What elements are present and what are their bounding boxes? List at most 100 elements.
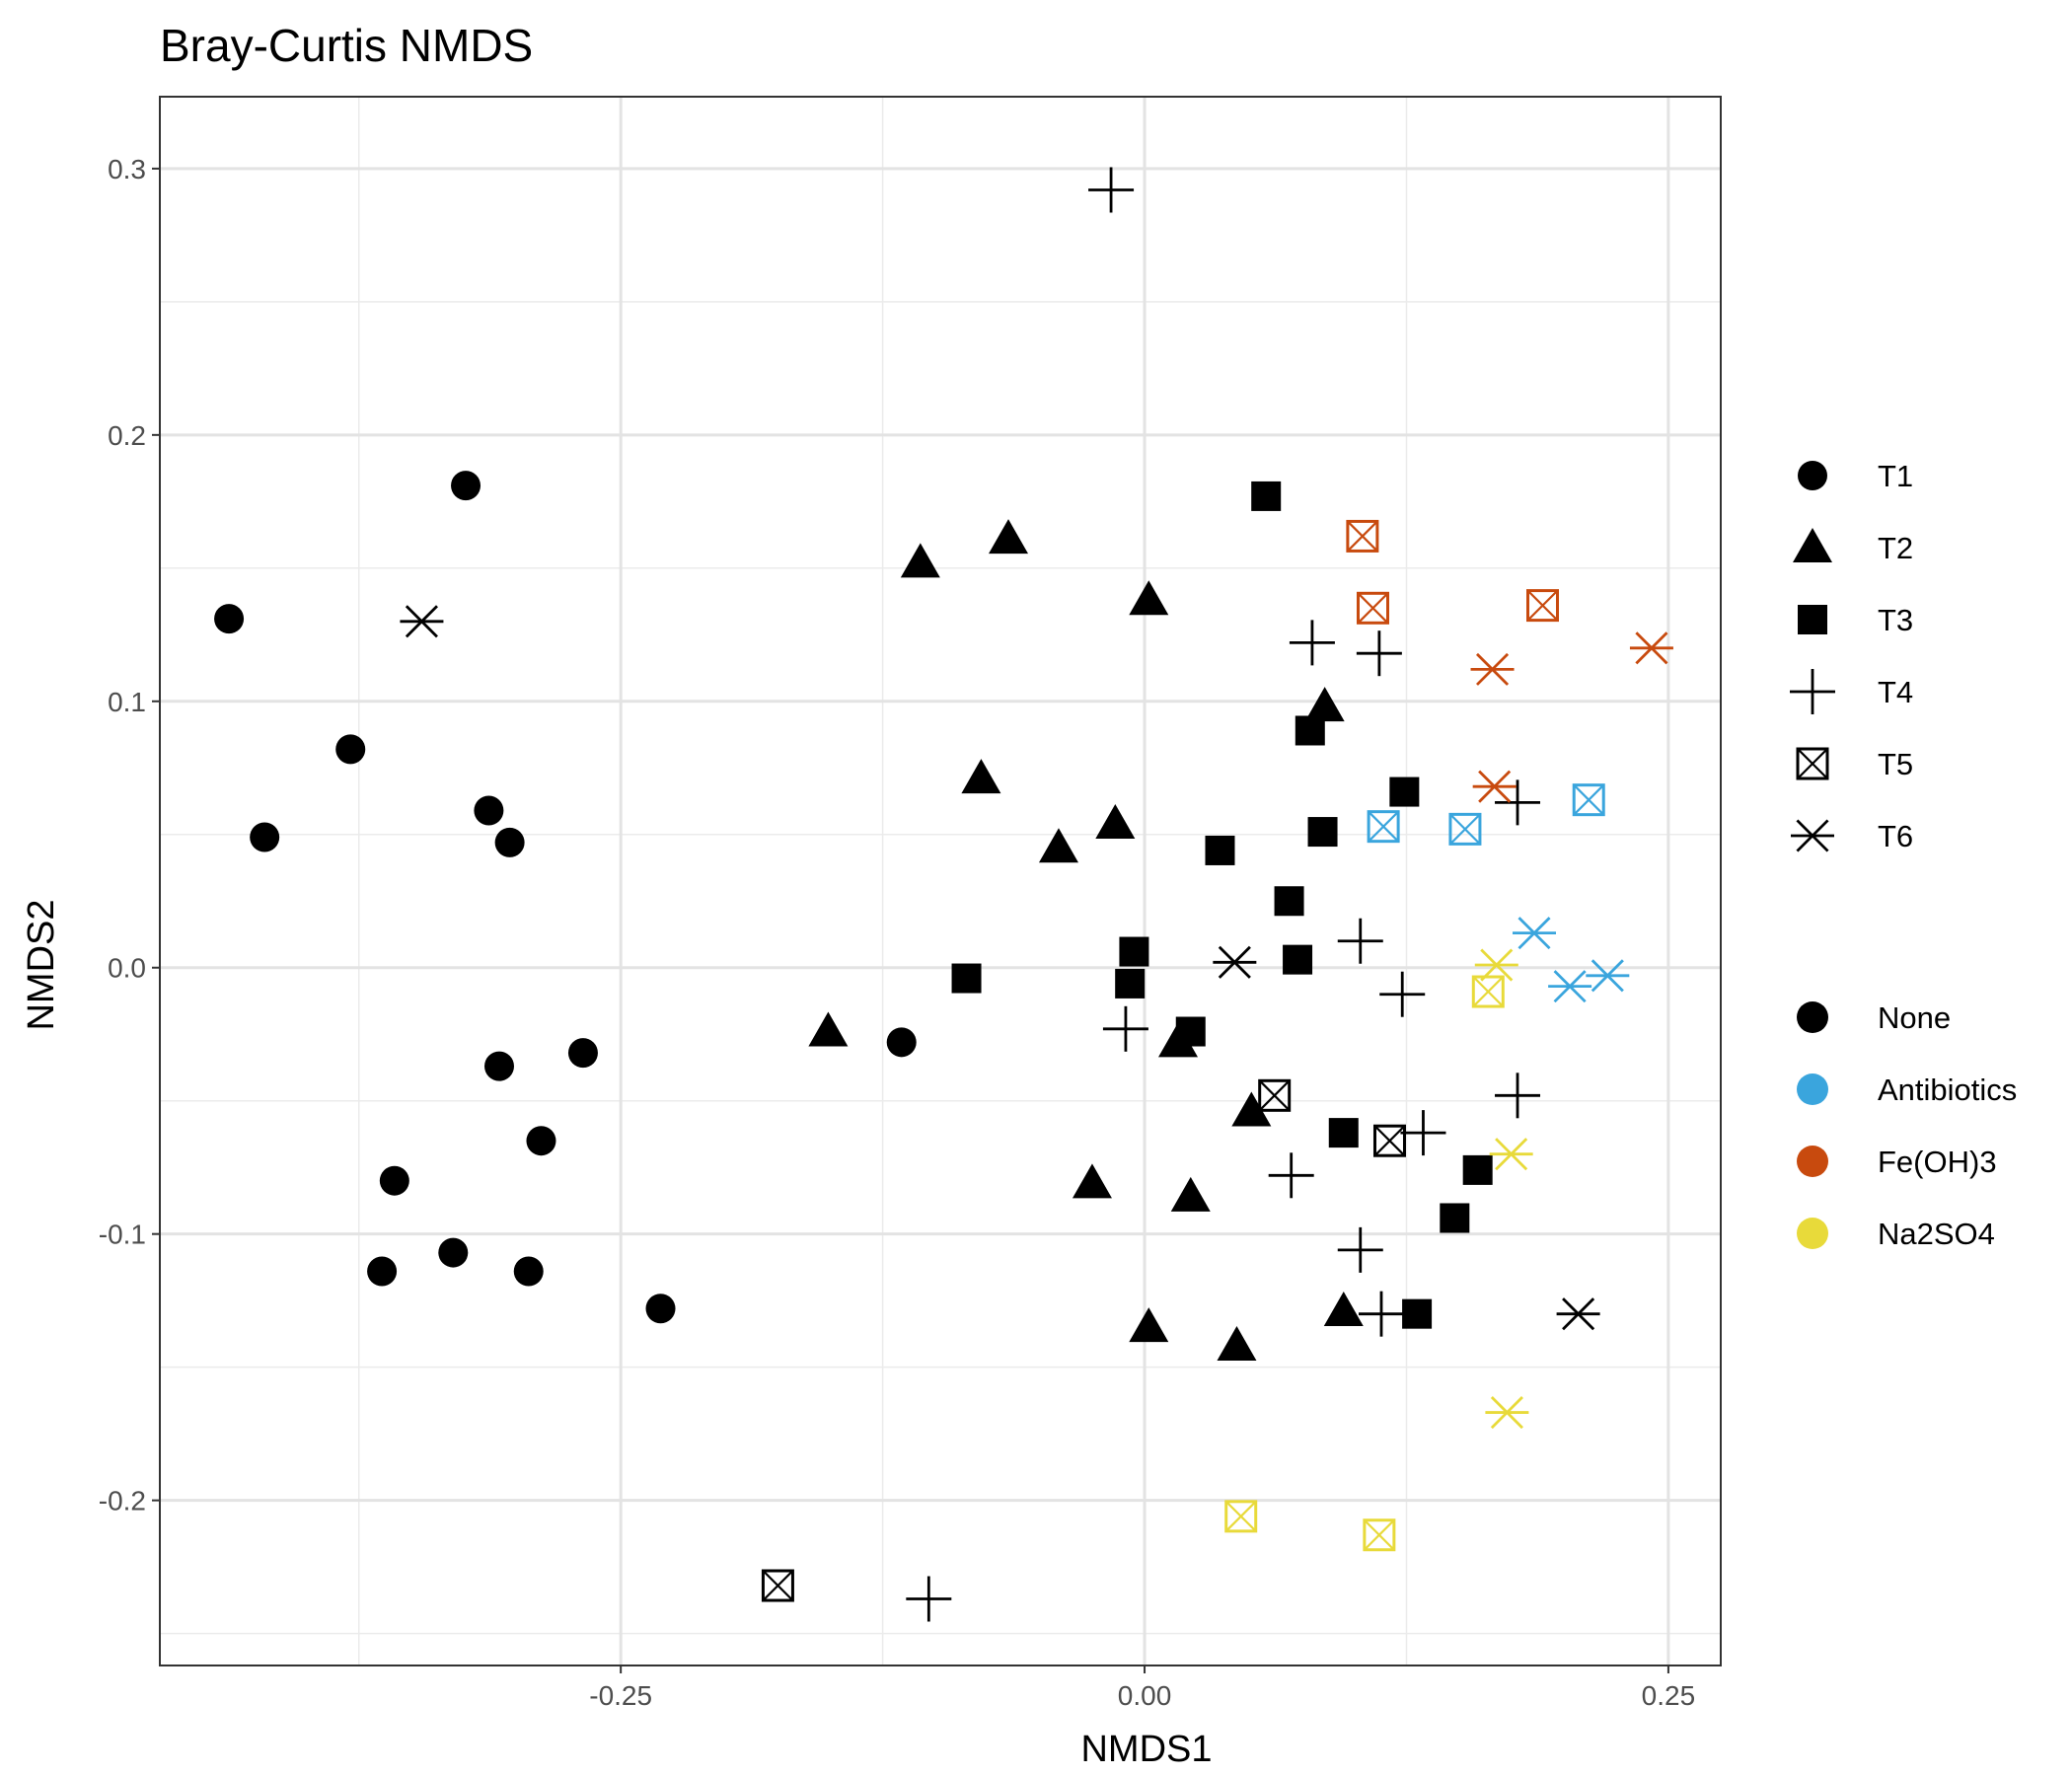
point-t4 — [1400, 1110, 1446, 1156]
point-t6 — [1474, 948, 1518, 982]
point-t2 — [1095, 803, 1136, 839]
point-t1 — [886, 1027, 917, 1058]
point-t3 — [1119, 936, 1149, 967]
legend-key-color — [1797, 1218, 1828, 1249]
legend-label: None — [1878, 1000, 1951, 1035]
shape-legend: T1 T2 T3 T4 T5 T6 — [1790, 459, 1913, 853]
point-t4 — [1337, 1226, 1383, 1273]
y-tick-label: 0.0 — [108, 953, 146, 984]
point-t5 — [1367, 810, 1400, 844]
point-t6 — [1556, 1297, 1600, 1331]
point-t6 — [1513, 917, 1557, 950]
point-t1 — [379, 1165, 409, 1196]
point-t2 — [1129, 1307, 1169, 1343]
legend-item-na2so4: Na2SO4 — [1797, 1217, 1995, 1251]
legend-item-t1: T1 — [1798, 459, 1913, 493]
point-t3 — [1328, 1118, 1359, 1148]
point-t1 — [484, 1051, 515, 1081]
point-t2 — [1217, 1326, 1257, 1362]
point-t6 — [1470, 652, 1515, 686]
y-tick-label: 0.3 — [108, 154, 146, 185]
x-tick-label: 0.25 — [1642, 1680, 1696, 1711]
point-t3 — [1440, 1203, 1470, 1233]
point-t3 — [1274, 886, 1304, 917]
legend-item-t6: T6 — [1791, 819, 1913, 853]
point-t6 — [1472, 770, 1517, 803]
point-t2 — [1072, 1163, 1112, 1199]
point-t4 — [1289, 620, 1335, 666]
legend-key-color — [1797, 1073, 1828, 1105]
legend-label: T5 — [1878, 747, 1913, 781]
legend-key-boxed-x — [1796, 747, 1829, 780]
legend-label: T4 — [1878, 675, 1913, 709]
point-t6 — [1548, 970, 1592, 1003]
point-t2 — [1304, 687, 1345, 722]
point-t3 — [1295, 715, 1325, 746]
point-t5 — [1363, 1518, 1396, 1552]
point-t4 — [1337, 918, 1383, 964]
point-t2 — [900, 543, 940, 578]
y-tick-label: -0.2 — [99, 1486, 146, 1517]
point-t2 — [1231, 1091, 1272, 1127]
point-t6 — [1629, 631, 1673, 665]
point-t3 — [1115, 968, 1146, 999]
point-t5 — [1526, 589, 1560, 623]
legend-label: Antibiotics — [1878, 1073, 2017, 1107]
point-t3 — [951, 963, 982, 994]
point-t2 — [989, 519, 1029, 555]
point-t4 — [1102, 1005, 1148, 1052]
point-t1 — [513, 1256, 544, 1287]
point-t1 — [250, 822, 280, 852]
point-t6 — [1586, 959, 1630, 993]
point-t4 — [1268, 1152, 1314, 1199]
legend-item-fe-oh-3: Fe(OH)3 — [1797, 1145, 1997, 1179]
point-t1 — [474, 795, 504, 826]
point-t6 — [400, 605, 444, 638]
chart-title: Bray-Curtis NMDS — [160, 20, 533, 71]
legend-item-t5: T5 — [1796, 747, 1913, 781]
legend-item-none: None — [1797, 1000, 1951, 1035]
x-tick-label: 0.00 — [1118, 1680, 1172, 1711]
x-axis-title: NMDS1 — [1080, 1729, 1212, 1770]
y-tick-label: 0.1 — [108, 687, 146, 717]
legend-label: Na2SO4 — [1878, 1217, 1995, 1251]
grid — [160, 97, 1721, 1665]
legend-key-square — [1798, 605, 1827, 634]
point-t3 — [1251, 481, 1282, 511]
point-t5 — [1258, 1078, 1292, 1112]
legend-key-color — [1797, 1146, 1828, 1177]
point-t4 — [906, 1576, 952, 1622]
point-t1 — [214, 604, 245, 634]
point-t5 — [1471, 975, 1505, 1008]
point-t1 — [526, 1126, 556, 1156]
point-t1 — [367, 1256, 398, 1287]
point-t3 — [1462, 1154, 1493, 1185]
data-points — [214, 167, 1673, 1622]
legend-key-plus — [1790, 669, 1835, 714]
point-t2 — [808, 1011, 849, 1047]
point-t4 — [1379, 971, 1426, 1017]
point-t4 — [1356, 630, 1402, 677]
point-t1 — [335, 734, 366, 765]
point-t5 — [1346, 519, 1379, 553]
point-t1 — [494, 827, 525, 857]
point-t4 — [1495, 1073, 1541, 1119]
legend-item-t3: T3 — [1798, 603, 1913, 637]
point-t2 — [1170, 1176, 1211, 1212]
point-t3 — [1307, 817, 1338, 848]
y-tick-label: 0.2 — [108, 420, 146, 451]
legend-label: T2 — [1878, 531, 1913, 565]
point-t3 — [1402, 1298, 1433, 1329]
point-t5 — [761, 1569, 794, 1602]
point-t6 — [1213, 945, 1257, 979]
point-t2 — [1323, 1291, 1364, 1326]
plot-panel-border — [159, 96, 1722, 1666]
point-t3 — [1175, 1016, 1206, 1047]
point-t4 — [1495, 779, 1541, 826]
point-t1 — [451, 471, 481, 501]
legend-key-asterisk — [1791, 819, 1834, 852]
point-t3 — [1205, 835, 1235, 865]
legend-item-t4: T4 — [1790, 669, 1913, 714]
